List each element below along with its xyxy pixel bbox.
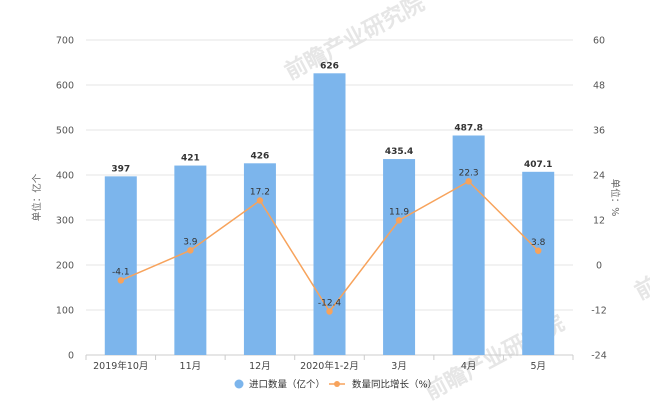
line-point[interactable] [187, 247, 194, 254]
bar-data-label: 626 [320, 61, 339, 71]
line-data-label: 11.9 [389, 207, 409, 217]
y-right-axis-title: 单位：% [609, 179, 621, 217]
legend-line-label: 数量同比增长（%） [352, 379, 437, 391]
line-series: -4.1 3.9 17.2 -12.4 11.9 22.3 3.8 [112, 168, 546, 315]
bar[interactable] [522, 171, 555, 355]
line-point[interactable] [465, 178, 472, 185]
x-tick-label: 5月 [530, 361, 546, 372]
line-data-label: 22.3 [459, 168, 479, 178]
bar[interactable] [104, 176, 137, 355]
line-data-label: 3.8 [531, 238, 546, 248]
y-left-ticks: 0 100 200 300 400 500 600 700 [56, 36, 74, 362]
legend-bar-marker [234, 379, 244, 389]
line-point[interactable] [535, 247, 542, 254]
bar-data-label: 426 [251, 151, 270, 161]
bar-data-label: 397 [111, 164, 130, 174]
x-tick-label: 12月 [249, 361, 271, 372]
watermark-text: 前瞻产业研究院 [631, 210, 650, 305]
legend: 进口数量（亿个） 数量同比增长（%） [234, 379, 437, 391]
y-right-ticks: -24 -12 0 12 24 36 48 60 [591, 36, 607, 362]
y-right-tick-label: 0 [596, 261, 602, 272]
legend-line-marker [334, 381, 340, 387]
bar[interactable] [383, 159, 416, 355]
line-data-label: -12.4 [318, 299, 342, 309]
y-left-tick-label: 500 [56, 126, 74, 137]
watermark-text: 前瞻产业研究院 [281, 0, 429, 85]
x-tick-label: 2019年10月 [93, 360, 148, 372]
bar-series: 397 421 426 626 435.4 487.8 407.1 [104, 61, 555, 356]
line-point[interactable] [326, 308, 333, 315]
line-point[interactable] [395, 217, 403, 224]
y-left-tick-label: 100 [56, 306, 74, 317]
bar[interactable] [452, 135, 485, 355]
x-tick-label: 4月 [461, 361, 477, 372]
x-tick-label: 3月 [391, 361, 407, 372]
y-right-tick-label: 48 [593, 81, 605, 92]
line-data-label: 3.9 [183, 237, 198, 247]
y-left-tick-label: 400 [56, 171, 74, 182]
x-ticks: 2019年10月 11月 12月 2020年1-2月 3月 4月 5月 [85, 355, 574, 372]
line-data-label: 17.2 [250, 188, 270, 198]
y-right-tick-label: 36 [593, 126, 605, 137]
bar-data-label: 487.8 [454, 123, 482, 133]
y-right-tick-label: 60 [593, 36, 605, 47]
bar-data-label: 435.4 [385, 147, 413, 157]
line-data-label: -4.1 [112, 267, 130, 277]
y-right-tick-label: -12 [591, 306, 607, 317]
y-left-tick-label: 200 [56, 261, 74, 272]
bar-data-label: 421 [181, 154, 200, 164]
bar-data-label: 407.1 [524, 160, 552, 170]
y-left-tick-label: 0 [68, 351, 74, 362]
x-tick-label: 11月 [180, 361, 202, 372]
y-left-tick-label: 700 [56, 36, 74, 47]
legend-item-line[interactable]: 数量同比增长（%） [329, 379, 437, 391]
x-tick-label: 2020年1-2月 [300, 360, 359, 372]
y-left-axis-title: 单位：亿个 [31, 173, 43, 221]
y-left-tick-label: 600 [56, 81, 74, 92]
y-right-tick-label: 24 [593, 171, 605, 182]
y-right-tick-label: -24 [591, 351, 607, 362]
bar[interactable] [174, 165, 207, 355]
legend-item-bar[interactable]: 进口数量（亿个） [234, 379, 326, 391]
y-left-tick-label: 300 [56, 216, 74, 227]
bar[interactable] [243, 163, 276, 355]
line-point[interactable] [256, 197, 264, 204]
line-point[interactable] [117, 277, 124, 284]
legend-bar-label: 进口数量（亿个） [249, 379, 325, 391]
bar[interactable] [313, 73, 346, 356]
y-right-tick-label: 12 [593, 216, 605, 227]
